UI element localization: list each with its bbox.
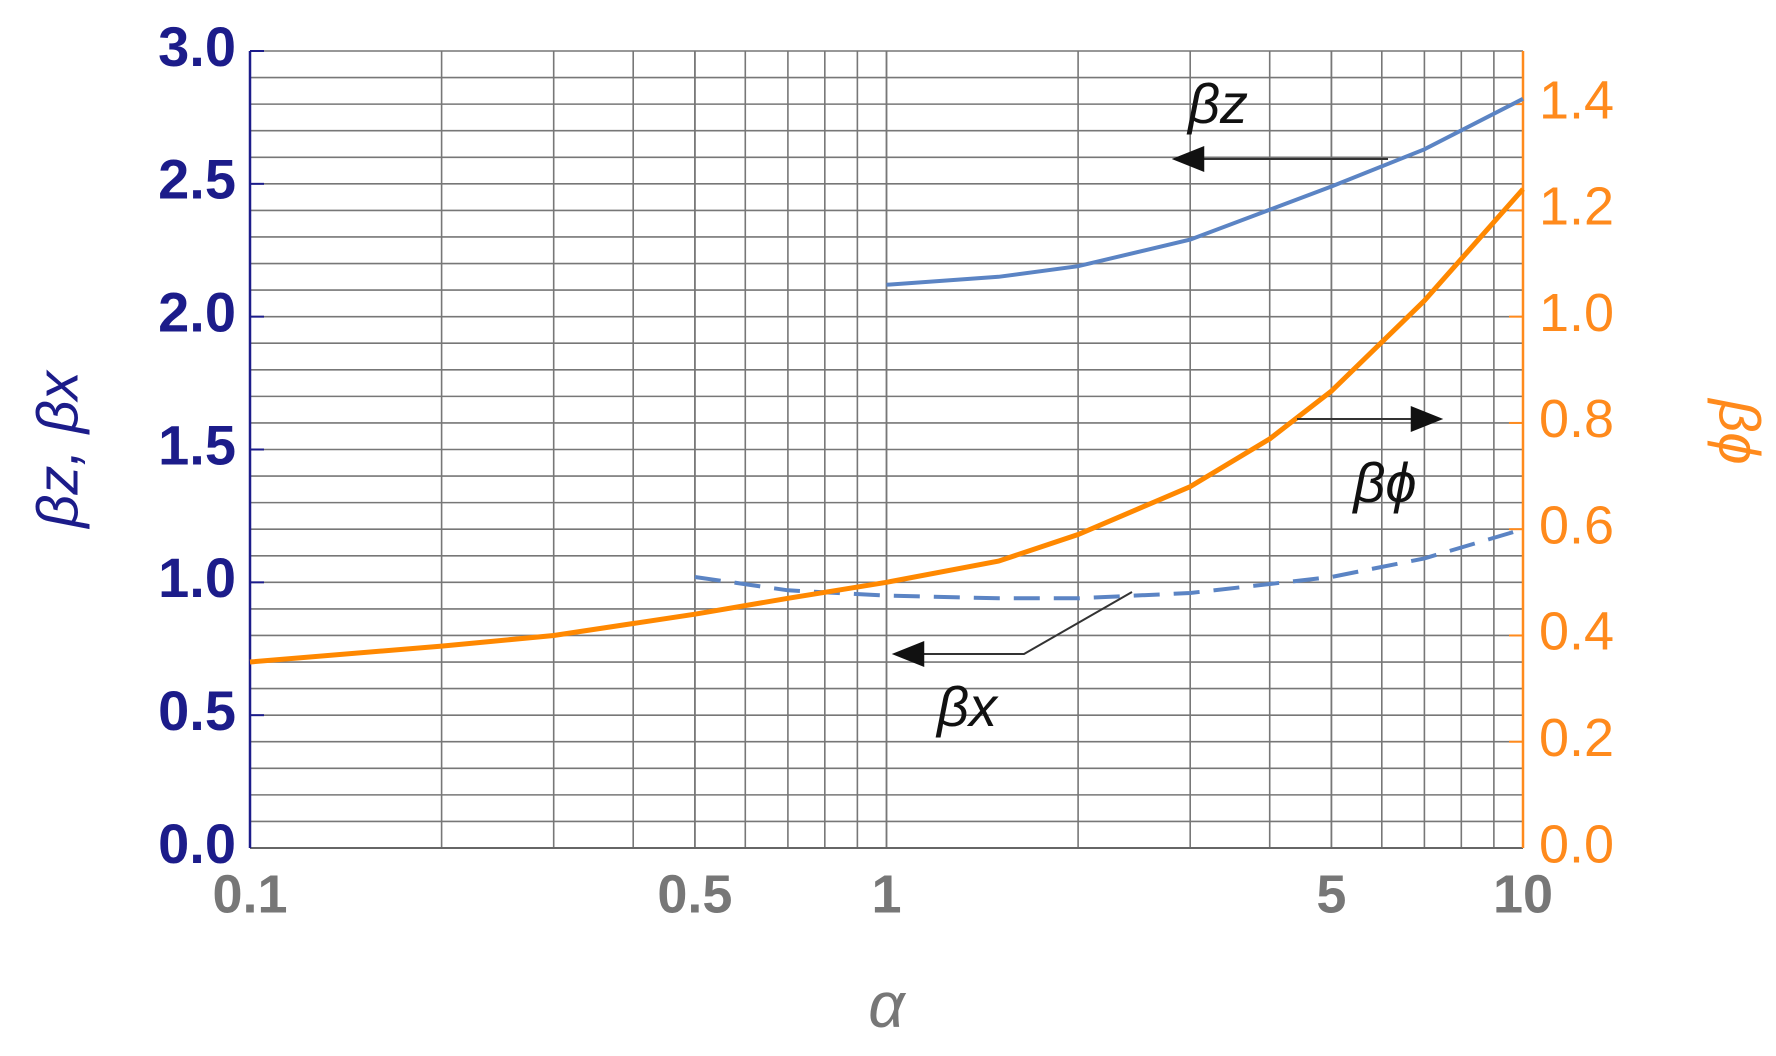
y-tick-label: 0.0 <box>158 812 236 875</box>
y2-tick-label: 0.2 <box>1539 708 1614 768</box>
y2-tick-label: 0.8 <box>1539 389 1614 449</box>
y-tick-label: 1.5 <box>158 413 236 476</box>
line-series <box>694 527 1524 601</box>
x-tick-label: 10 <box>1493 864 1553 924</box>
y-tick-label: 2.5 <box>158 148 236 211</box>
x-axis-label: α <box>868 969 906 1041</box>
line-series <box>249 187 1525 665</box>
line-series <box>886 97 1524 287</box>
x-tick-label: 0.1 <box>212 864 287 924</box>
x-tick-label: 0.5 <box>657 864 732 924</box>
y2-tick-label: 0.4 <box>1539 602 1614 662</box>
y2-tick-label: 1.0 <box>1539 283 1614 343</box>
x-tick-label: 1 <box>871 864 901 924</box>
y-tick-label: 3.0 <box>158 15 236 78</box>
y-axis-label: βz, βx <box>25 369 90 529</box>
y2-tick-label: 1.4 <box>1539 70 1614 130</box>
annotation-arrow <box>891 591 1133 667</box>
y-tick-label: 2.0 <box>158 280 236 343</box>
x-tick-label: 5 <box>1316 864 1346 924</box>
series-label: βx <box>935 675 999 738</box>
y-tick-label: 0.5 <box>158 679 236 742</box>
y2-tick-label: 0.0 <box>1539 814 1614 874</box>
y2-tick-label: 0.6 <box>1539 495 1614 555</box>
y2-tick-label: 1.2 <box>1539 177 1614 237</box>
series-label: βϕ <box>1351 451 1416 514</box>
y2-axis-label: βϕ <box>1707 397 1772 464</box>
y-tick-label: 1.0 <box>158 546 236 609</box>
series-label: βz <box>1186 72 1248 135</box>
